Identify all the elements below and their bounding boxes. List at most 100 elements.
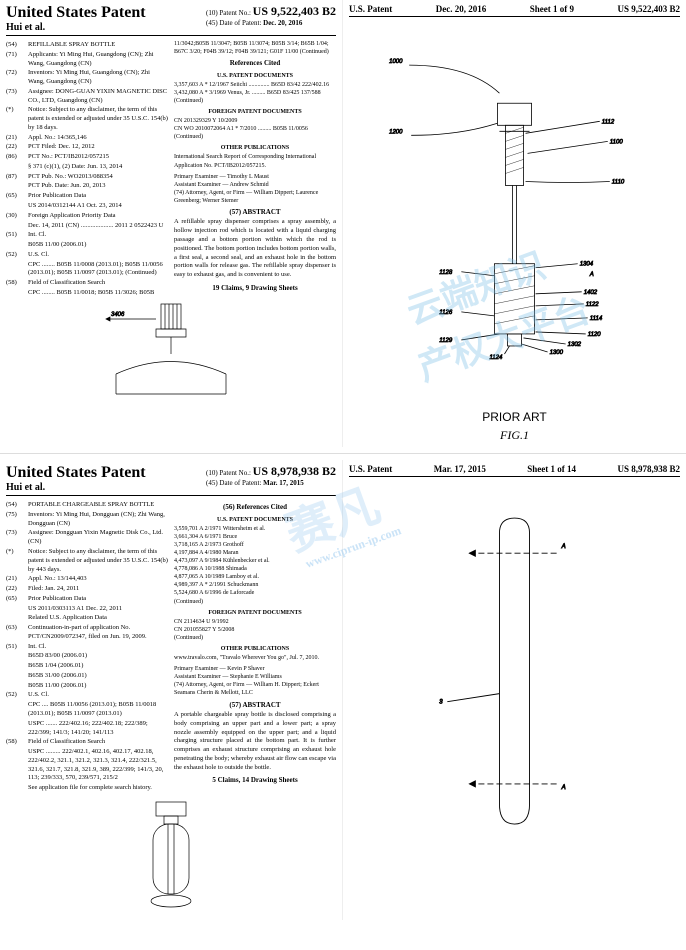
field-text: Dec. 14, 2011 (CN) .................... …	[28, 222, 168, 231]
field-number: (21)	[6, 134, 24, 143]
field-number: (73)	[6, 529, 24, 547]
patent-field-row: B05B 11/00 (2006.01)	[6, 682, 168, 691]
svg-text:3: 3	[439, 700, 443, 706]
patent-field-row: (58)Field of Classification Search	[6, 738, 168, 747]
field-text: Continuation-in-part of application No. …	[28, 624, 168, 642]
field-text: PCT Pub. No.: WO2013/088354	[28, 173, 168, 182]
patent-field-row: Related U.S. Application Data	[6, 614, 168, 623]
abstract-heading: (57) ABSTRACT	[174, 701, 336, 710]
patent-header: United States Patent Hui et al. (10) Pat…	[6, 4, 336, 36]
field-text: Appl. No.: 13/144,403	[28, 575, 168, 584]
patent-field-row: (21) Appl. No.: 13/144,403	[6, 575, 168, 584]
field-text: Appl. No.: 14/365,146	[28, 134, 168, 143]
field-number	[6, 182, 24, 191]
patent-field-row: (73)Assignee: DONG-GUAN YIXIN MAGNETIC D…	[6, 88, 168, 106]
field-number	[6, 682, 24, 691]
fields-column: (54)REFILLABLE SPRAY BOTTLE(71)Applicant…	[6, 40, 168, 299]
patent-field-row: (54)REFILLABLE SPRAY BOTTLE	[6, 41, 168, 50]
field-number: (72)	[6, 69, 24, 87]
patent-header: United States Patent Hui et al. (10) Pat…	[6, 464, 336, 496]
svg-text:1129: 1129	[439, 338, 453, 344]
extra-classes: 11/3042;B05B 11/3047; B05B 11/3074; B05B…	[174, 40, 336, 56]
patent-2-sheet: U.S. Patent Mar. 17, 2015 Sheet 1 of 14 …	[343, 460, 686, 920]
claims-line: 5 Claims, 14 Drawing Sheets	[174, 776, 336, 785]
authors: Hui et al.	[6, 22, 146, 33]
svg-text:1124: 1124	[489, 355, 503, 361]
patno: US 8,978,938 B2	[253, 464, 336, 478]
patent-field-row: CPC ........ B05B 11/0008 (2013.01); B05…	[6, 261, 168, 279]
patent-field-row: PCT Pub. Date: Jun. 20, 2013	[6, 182, 168, 191]
claims-line: 19 Claims, 9 Drawing Sheets	[174, 284, 336, 293]
refs-cited-heading: (56) References Cited	[174, 503, 336, 512]
patno-label: (10) Patent No.:	[206, 469, 251, 477]
field-number	[6, 652, 24, 661]
field-text: US 2011/0303113 A1 Dec. 22, 2011	[28, 605, 168, 614]
abstract-heading: (57) ABSTRACT	[174, 208, 336, 217]
fig1-drawing: 1000 1200 1112 1100	[349, 23, 680, 404]
field-text: Notice: Subject to any disclaimer, the t…	[28, 548, 168, 574]
patent-2-front: United States Patent Hui et al. (10) Pat…	[0, 460, 343, 920]
svg-text:A: A	[561, 785, 566, 791]
ref-line: CN 201329329 Y 10/2009	[174, 117, 336, 125]
svg-text:1000: 1000	[389, 59, 403, 65]
patent-1-front: United States Patent Hui et al. (10) Pat…	[0, 0, 343, 447]
patent-2-page: United States Patent Hui et al. (10) Pat…	[0, 460, 686, 920]
field-text: PCT Filed: Dec. 12, 2012	[28, 143, 168, 152]
field-text: PCT Pub. Date: Jun. 20, 2013	[28, 182, 168, 191]
field-text: Prior Publication Data	[28, 595, 168, 604]
patent-field-row: (65)Prior Publication Data	[6, 192, 168, 201]
patent-field-row: See application file for complete search…	[6, 784, 168, 793]
patent-field-row: § 371 (c)(1), (2) Date: Jun. 13, 2014	[6, 163, 168, 172]
primary-examiner: Primary Examiner — Timothy L Maust	[174, 173, 336, 181]
svg-text:A: A	[561, 544, 566, 550]
svg-text:1126: 1126	[439, 310, 453, 316]
field-number	[6, 163, 24, 172]
svg-text:1110: 1110	[612, 179, 625, 185]
field-number: (52)	[6, 251, 24, 260]
field-number: (30)	[6, 212, 24, 221]
field-text: Int. Cl.	[28, 643, 168, 652]
patent-field-row: (72)Inventors: Yi Ming Hui, Guangdong (C…	[6, 69, 168, 87]
patent-field-row: Dec. 14, 2011 (CN) .................... …	[6, 222, 168, 231]
field-text: U.S. Cl.	[28, 691, 168, 700]
ref-line: 5,524,680 A 6/1996 de Laforcade	[174, 589, 336, 597]
patent-field-row: B65B 31/00 (2006.01)	[6, 672, 168, 681]
field-text: Prior Publication Data	[28, 192, 168, 201]
field-number	[6, 605, 24, 614]
sheet-patno: US 9,522,403 B2	[617, 4, 680, 14]
us-docs-heading: U.S. PATENT DOCUMENTS	[174, 72, 336, 80]
patent-field-row: US 2011/0303113 A1 Dec. 22, 2011	[6, 605, 168, 614]
field-text: CPC ........ B05B 11/0018; B05B 11/3026;…	[28, 289, 168, 298]
ref-line: 4,989,397 A * 2/1991 Schuckmann	[174, 581, 336, 589]
field-text: Field of Classification Search	[28, 738, 168, 747]
field-number: (*)	[6, 548, 24, 574]
patent-field-row: (52)U.S. Cl.	[6, 691, 168, 700]
authors: Hui et al.	[6, 482, 146, 493]
field-number: (22)	[6, 143, 24, 152]
field-number	[6, 241, 24, 250]
svg-text:1100: 1100	[610, 139, 624, 145]
field-number	[6, 202, 24, 211]
patent-field-row: (63)Continuation-in-part of application …	[6, 624, 168, 642]
patent-field-row: (30)Foreign Application Priority Data	[6, 212, 168, 221]
field-number: (21)	[6, 575, 24, 584]
field-text: Int. Cl.	[28, 231, 168, 240]
field-number	[6, 748, 24, 783]
field-text: USPC ....... 222/402.16; 222/402.18; 222…	[28, 720, 168, 738]
field-number: (*)	[6, 106, 24, 132]
sheet-usp: U.S. Patent	[349, 4, 392, 14]
field-text: Applicants: Yi Ming Hui, Guangdong (CN);…	[28, 51, 168, 69]
foreign-heading: FOREIGN PATENT DOCUMENTS	[174, 609, 336, 617]
fig-caption: FIG.1	[349, 428, 680, 443]
patno-label: (10) Patent No.:	[206, 9, 251, 17]
ref-line: (Continued)	[174, 634, 336, 642]
svg-text:1302: 1302	[568, 342, 582, 348]
field-number: (58)	[6, 279, 24, 288]
sheet-date: Dec. 20, 2016	[436, 4, 487, 14]
field-text: PCT No.: PCT/IB2012/057215	[28, 153, 168, 162]
field-text: Related U.S. Application Data	[28, 614, 168, 623]
svg-text:1128: 1128	[439, 270, 453, 276]
foreign-docs-list: CN 201329329 Y 10/2009CN WO 2010072064 A…	[174, 117, 336, 141]
ref-line: 4,877,065 A 10/1989 Lamboy et al.	[174, 573, 336, 581]
ref-line: 4,778,086 A 10/1988 Shimada	[174, 565, 336, 573]
